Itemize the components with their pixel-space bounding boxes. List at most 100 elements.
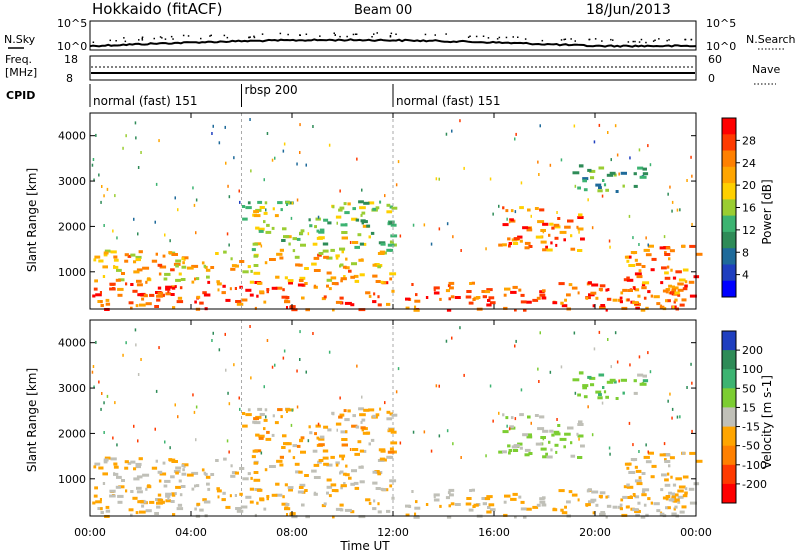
nsky-dot [170,35,173,38]
velocity-cell [206,482,210,486]
velocity-cell [354,486,360,490]
velocity-cell [330,455,335,459]
velocity-cell [159,472,167,476]
nsky-dot [524,38,527,40]
velocity-cell [537,367,539,371]
power-cell [374,263,380,266]
power-cell [523,308,527,312]
velocity-cell [136,486,142,490]
velocity-cell [157,470,163,474]
power-cell [518,288,522,292]
power-cell [554,236,559,240]
velocity-cell [180,485,186,488]
nsky-dot [395,33,397,35]
power-cell [284,276,288,280]
power-cell [250,169,252,173]
power-cell [280,208,283,212]
velocity-cell [142,473,150,477]
power-cell [514,210,517,214]
power-cell [323,255,329,259]
velocity-cell [125,341,127,345]
power-cell [138,250,143,254]
velocity-cell [430,449,433,453]
velocity-cell [93,494,98,498]
power-cell [679,208,681,212]
power-cell [339,189,341,193]
power-cell [326,256,333,260]
velocity-cell [207,487,211,491]
velocity-cell [514,515,517,519]
power-cell [635,262,642,266]
velocity-cell [319,435,325,439]
velocity-cell [332,412,335,416]
power-cell [281,295,288,299]
nsky-dot [588,38,591,41]
velocity-cell [539,497,545,501]
velocity-cell [233,363,235,367]
power-cell [514,137,516,141]
velocity-cell [448,504,451,508]
nsky-dot [355,33,358,35]
power-cell [512,242,519,245]
velocity-cell [558,489,565,493]
velocity-cell [527,415,531,419]
power-cell [502,223,509,227]
power-cell [617,298,622,302]
power-cell [286,306,288,309]
velocity-cell [643,455,650,459]
velocity-cell [412,430,415,434]
velocity-cell [671,407,674,411]
power-cell [282,149,285,153]
velocity-cell [578,420,583,424]
velocity-cell [664,483,671,487]
velocity-cell [560,365,563,369]
power-cell [353,274,359,278]
velocity-cell [629,363,631,367]
velocity-cell [327,428,332,432]
velocity-cell [384,401,386,405]
power-cell [274,156,276,160]
velocity-cell [676,415,679,419]
power-cell [672,305,675,309]
velocity-cell [321,504,326,508]
power-cell [321,297,326,301]
power-cell [234,287,237,290]
power-cell [195,198,198,202]
velocity-cell [287,486,294,490]
power-cell [265,230,272,234]
velocity-cell [170,500,175,503]
power-cell [414,299,421,303]
power-cell [230,257,233,261]
power-cell [247,265,251,269]
power-cell [263,300,267,304]
velocity-cell [118,485,125,489]
velocity-cell [140,358,142,361]
velocity-cell [545,452,548,456]
power-cell [637,166,644,170]
power-cell [154,220,156,224]
velocity-cell [450,502,455,506]
velocity-cell [363,449,367,453]
velocity-cell [263,385,265,389]
power-ylabel: Slant Range [km] [25,168,39,272]
power-cell [135,258,141,262]
velocity-cell [217,495,220,499]
power-cell [377,303,382,307]
power-cell [537,220,545,224]
velocity-cell [235,507,242,510]
velocity-cell [666,472,670,476]
velocity-cell [549,429,554,433]
velocity-cell [286,513,288,516]
power-cell [460,249,462,252]
velocity-cell [279,463,284,467]
velocity-cell [168,458,173,462]
power-cell [526,228,533,232]
power-cell [154,305,159,308]
power-cell [344,266,350,270]
power-cell [113,255,118,259]
power-cell [670,268,673,272]
velocity-cell [299,330,301,334]
power-cell [322,242,329,246]
velocity-cell [285,408,291,412]
power-cell [290,305,296,309]
